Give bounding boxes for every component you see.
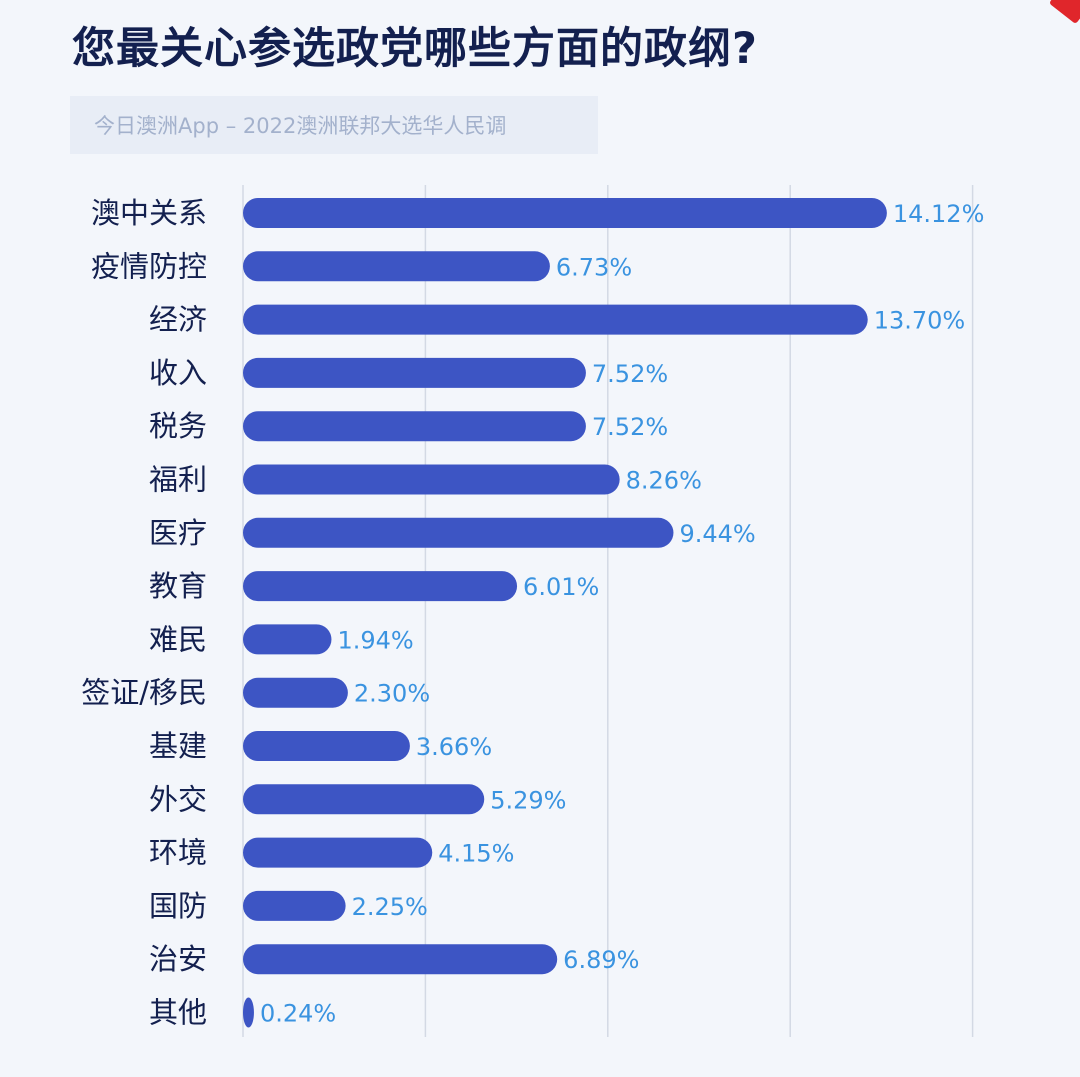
category-label: 治安 [149,942,207,976]
bar [243,198,887,228]
category-label: 环境 [149,836,207,870]
category-label: 医疗 [149,516,207,550]
bar [243,944,558,975]
category-label: 税务 [149,409,207,443]
value-label: 13.70% [874,307,966,335]
bar [243,784,485,815]
value-label: 6.89% [563,946,639,974]
bar [243,997,254,1028]
value-label: 7.52% [592,413,668,441]
category-label: 基建 [149,729,207,763]
bar [243,304,868,335]
value-label: 6.01% [523,573,599,601]
bar [243,411,586,442]
category-label: 国防 [149,889,207,923]
category-label: 收入 [149,356,207,390]
source-banner: 今日澳洲App – 2022澳洲联邦大选华人民调 [70,96,598,154]
category-label: 澳中关系 [91,196,207,230]
category-label: 福利 [149,463,207,497]
bar [243,464,620,495]
bar [243,517,674,548]
bar [243,677,348,708]
bar [243,624,332,655]
value-label: 4.15% [438,840,514,868]
category-label: 疫情防控 [91,249,207,283]
value-label: 7.52% [592,360,668,388]
chart-title: 您最关心参选政党哪些方面的政纲? [72,24,758,74]
bar [243,890,346,921]
bar [243,251,550,282]
bar [243,571,518,602]
value-label: 9.44% [679,520,755,548]
category-label: 难民 [149,622,207,656]
value-label: 5.29% [490,786,566,814]
value-label: 8.26% [626,467,702,495]
value-label: 6.73% [556,253,632,281]
bar [243,837,433,868]
value-label: 3.66% [416,733,492,761]
category-label: 外交 [149,782,207,816]
category-label: 经济 [149,303,207,337]
bar [243,731,410,761]
category-label: 签证/移民 [81,676,207,710]
bar [243,357,586,388]
category-label: 其他 [149,996,207,1030]
value-label: 2.30% [354,680,430,708]
category-label: 教育 [149,569,207,603]
value-label: 1.94% [337,626,413,654]
source-text: 今日澳洲App – 2022澳洲联邦大选华人民调 [94,114,507,138]
value-label: 2.25% [352,893,428,921]
value-label: 14.12% [893,200,985,228]
value-label: 0.24% [260,1000,336,1028]
